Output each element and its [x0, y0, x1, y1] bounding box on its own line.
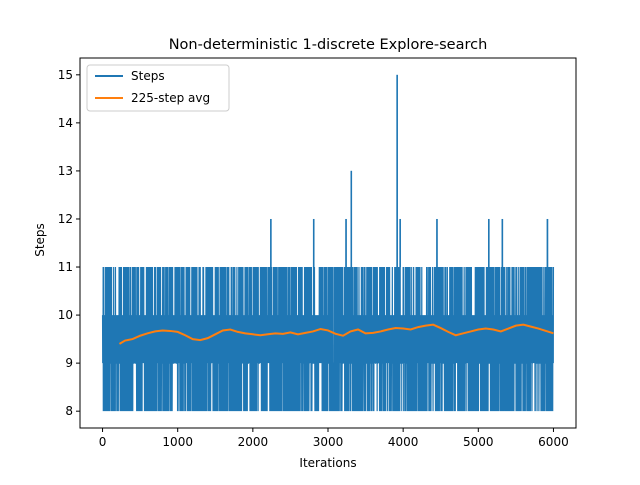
series-moving-average-line — [118, 323, 554, 345]
x-tick-label: 0 — [99, 435, 107, 449]
legend-label-steps: Steps — [131, 69, 165, 83]
y-tick-label: 12 — [58, 212, 73, 226]
x-tick-label: 3000 — [313, 435, 344, 449]
y-tick-label: 9 — [65, 356, 73, 370]
chart-title: Non-deterministic 1-discrete Explore-sea… — [169, 37, 488, 53]
plot-area — [101, 74, 555, 412]
x-tick-label: 4000 — [388, 435, 419, 449]
y-tick-label: 10 — [58, 308, 73, 322]
axes-frame — [79, 57, 577, 429]
x-tick-label: 5000 — [463, 435, 494, 449]
y-tick-label: 14 — [58, 116, 73, 130]
x-tick-label: 6000 — [538, 435, 569, 449]
x-axis-label: Iterations — [299, 456, 356, 470]
y-axis: 8 9 10 11 12 13 14 15 — [58, 68, 80, 418]
y-tick-label: 13 — [58, 164, 73, 178]
x-axis: 0 1000 2000 3000 4000 5000 6000 — [99, 428, 569, 449]
x-tick-label: 1000 — [162, 435, 193, 449]
legend: Steps 225-step avg — [86, 64, 230, 112]
y-tick-label: 11 — [58, 260, 73, 274]
y-axis-label: Steps — [33, 223, 47, 257]
legend-label-avg: 225-step avg — [131, 91, 210, 105]
x-tick-label: 2000 — [238, 435, 269, 449]
y-tick-label: 8 — [65, 404, 73, 418]
y-tick-label: 15 — [58, 68, 73, 82]
